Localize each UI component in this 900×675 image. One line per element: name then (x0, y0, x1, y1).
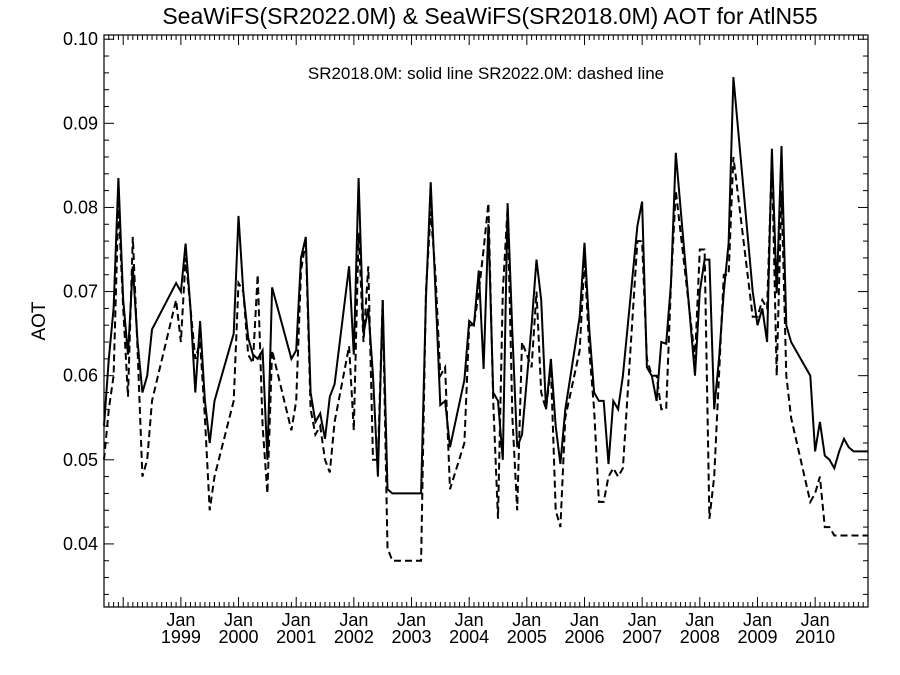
series-layer (103, 77, 868, 562)
x-tick-month-label: Jan (339, 610, 368, 630)
x-tick-month-label: Jan (685, 610, 714, 630)
x-tick-month-label: Jan (512, 610, 541, 630)
x-tick-year-label: 2006 (564, 627, 604, 647)
y-tick-label: 0.06 (63, 366, 98, 386)
chart-title: SeaWiFS(SR2022.0M) & SeaWiFS(SR2018.0M) … (162, 3, 817, 29)
x-tick-year-label: 2009 (737, 627, 777, 647)
x-tick-month-label: Jan (801, 610, 830, 630)
x-tick-year-label: 2004 (449, 627, 489, 647)
x-tick-month-label: Jan (166, 610, 195, 630)
y-tick-label: 0.05 (63, 450, 98, 470)
y-tick-label: 0.07 (63, 282, 98, 302)
x-tick-month-label: Jan (455, 610, 484, 630)
x-axis-ticks: Jan1999Jan2000Jan2001Jan2002Jan2003Jan20… (103, 35, 869, 647)
x-tick-year-label: 2003 (391, 627, 431, 647)
y-tick-label: 0.04 (63, 534, 98, 554)
x-tick-year-label: 2002 (334, 627, 374, 647)
x-tick-month-label: Jan (570, 610, 599, 630)
x-tick-month-label: Jan (282, 610, 311, 630)
x-tick-year-label: 2010 (795, 627, 835, 647)
x-tick-year-label: 1999 (161, 627, 201, 647)
x-tick-year-label: 2001 (276, 627, 316, 647)
y-tick-label: 0.10 (63, 29, 98, 49)
x-tick-month-label: Jan (628, 610, 657, 630)
x-tick-year-label: 2000 (218, 627, 258, 647)
series-line-sr2018-0m (103, 77, 868, 495)
legend-note: SR2018.0M: solid line SR2022.0M: dashed … (308, 64, 664, 83)
x-tick-month-label: Jan (397, 610, 426, 630)
series-line-sr2022-0m (103, 156, 868, 562)
x-tick-year-label: 2005 (507, 627, 547, 647)
y-tick-label: 0.08 (63, 197, 98, 217)
y-axis-ticks: 0.04 0.05 0.06 0.07 0.08 0.09 0.10 (63, 29, 868, 595)
y-tick-label: 0.09 (63, 113, 98, 133)
x-tick-year-label: 2007 (622, 627, 662, 647)
plot-frame (103, 34, 869, 608)
y-axis-label: AOT (29, 301, 50, 340)
x-tick-year-label: 2008 (680, 627, 720, 647)
x-tick-month-label: Jan (224, 610, 253, 630)
x-tick-month-label: Jan (743, 610, 772, 630)
